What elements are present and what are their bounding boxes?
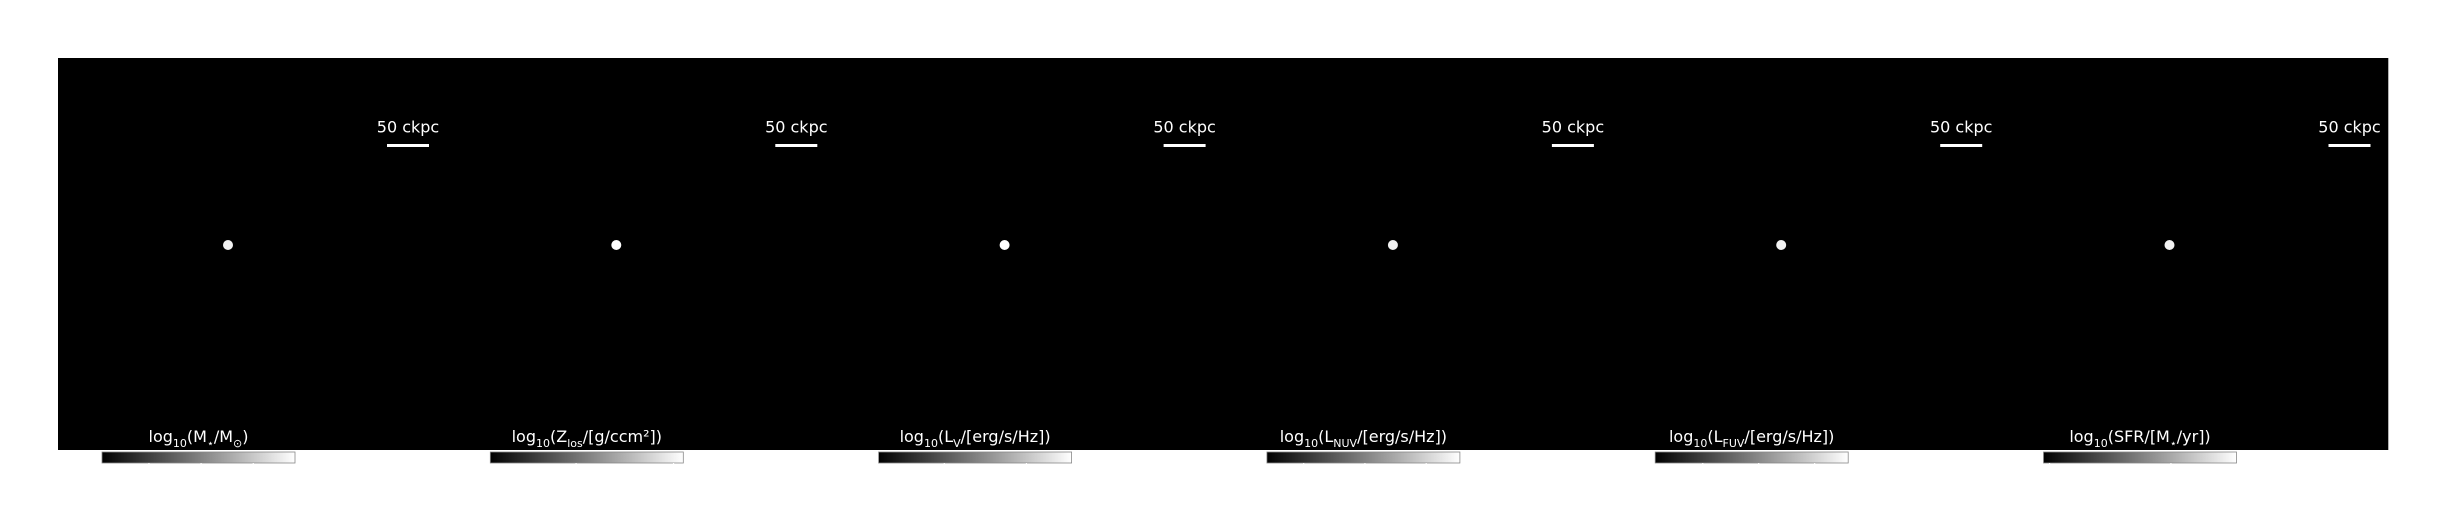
colorbar-label-part: log	[1280, 427, 1304, 446]
colorbar-label-part: NUV	[1333, 437, 1357, 450]
image-core	[999, 240, 1010, 250]
colorbar-tick-label: 25	[1293, 468, 1313, 487]
colorbar-label-part: log	[900, 427, 924, 446]
colorbar-tick-label: 26	[1355, 468, 1375, 487]
scalebar-label: 50 ckpc	[765, 118, 827, 137]
colorbar-label-part: 10	[1304, 437, 1318, 450]
panel: 50 ckpc log10(SFR/[M⋆/yr]) 2 4	[1999, 58, 2389, 487]
colorbar-label-part: (L	[1707, 427, 1722, 446]
colorbar-tick-label: 27	[1416, 468, 1436, 487]
colorbar-label-part: (SFR/[M	[2108, 427, 2170, 446]
colorbar-tick-label: 4	[2166, 468, 2176, 487]
colorbar-label-part: FUV	[1723, 437, 1745, 450]
image-core	[611, 240, 622, 250]
scalebar-label: 50 ckpc	[1930, 118, 1992, 137]
colorbar-label-part: /M	[214, 427, 233, 446]
colorbar-tick-label: 27	[1016, 468, 1036, 487]
colorbar-label-part: 10	[2094, 437, 2108, 450]
colorbar-label-part: los	[567, 437, 583, 450]
colorbar	[1266, 451, 1461, 464]
colorbar-label-part: ⋆	[2170, 437, 2177, 450]
panel: 50 ckpc log10(LNUV/[erg/s/Hz]) 25 26 27	[1222, 58, 1612, 487]
panel: 50 ckpc log10(LV/[erg/s/Hz]) 26 27	[834, 58, 1224, 487]
colorbar-label-part: (L	[1318, 427, 1333, 446]
colorbar	[101, 451, 296, 464]
colorbar-label-part: /[g/ccm²])	[583, 427, 662, 446]
scalebar	[1163, 144, 1206, 147]
colorbar-tick-label: 2	[2044, 468, 2054, 487]
image	[1690, 78, 1992, 428]
colorbar-label-part: 10	[1693, 437, 1707, 450]
colorbar-tick-label: 26	[934, 468, 954, 487]
colorbar-tick-label: 0	[668, 468, 678, 487]
colorbar-tick-label: 26	[1749, 468, 1769, 487]
colorbar-label-part: )	[242, 427, 248, 446]
colorbar-label-part: /[erg/s/Hz])	[1357, 427, 1447, 446]
colorbar-label-part: 10	[924, 437, 938, 450]
scalebar-label: 50 ckpc	[2318, 118, 2380, 137]
scalebar-label: 50 ckpc	[1542, 118, 1604, 137]
panel: 50 ckpc log10(M⋆/M⊙) 7 8 9	[58, 58, 447, 487]
image	[518, 78, 827, 428]
colorbar-label: log10(LNUV/[erg/s/Hz])	[1280, 427, 1447, 450]
scalebar	[387, 144, 429, 147]
colorbar-label-part: ⋆	[207, 437, 214, 450]
image-core	[1387, 240, 1398, 250]
colorbar	[878, 451, 1072, 464]
colorbar-label-part: log	[512, 427, 536, 446]
image	[148, 78, 438, 428]
colorbar-label-part: log	[2069, 427, 2093, 446]
colorbar	[2043, 451, 2237, 464]
panel: 50 ckpc log10(LFUV/[erg/s/Hz]) 25 26 27	[1611, 58, 2000, 487]
image-core	[2164, 240, 2175, 250]
scalebar	[775, 144, 818, 147]
colorbar-label-part: 10	[173, 437, 187, 450]
colorbar-tick-label: 7	[144, 468, 154, 487]
colorbar-label-part: (Z	[550, 427, 567, 446]
scalebar	[1940, 144, 1983, 147]
panel: 50 ckpc log10(Zlos/[g/ccm²]) -5 0	[446, 58, 836, 487]
colorbar-tick-label: 27	[1804, 468, 1824, 487]
colorbar-label-part: V	[953, 437, 961, 450]
image	[2089, 78, 2380, 428]
colorbar-label: log10(LV/[erg/s/Hz])	[900, 427, 1051, 450]
colorbar	[489, 451, 684, 464]
colorbar-label-part: log	[149, 427, 173, 446]
colorbar-label: log10(LFUV/[erg/s/Hz])	[1669, 427, 1834, 450]
colorbar-tick-label: 8	[196, 468, 206, 487]
colorbar-label: log10(M⋆/M⊙)	[149, 427, 249, 450]
scalebar	[1551, 144, 1594, 147]
scalebar	[2328, 144, 2371, 147]
colorbar-label: log10(Zlos/[g/ccm²])	[512, 427, 662, 450]
colorbar-tick-label: 25	[1693, 468, 1713, 487]
colorbar	[1654, 451, 1849, 464]
colorbar-label-part: /[erg/s/Hz])	[961, 427, 1051, 446]
colorbar-label-part: (L	[938, 427, 953, 446]
colorbar-label-part: (M	[187, 427, 207, 446]
colorbar-label-part: ⊙	[233, 437, 242, 450]
colorbar-tick-label: -5	[568, 468, 584, 487]
image-core	[1776, 240, 1787, 250]
colorbar-label-part: /yr])	[2177, 427, 2211, 446]
colorbar-label: log10(SFR/[M⋆/yr])	[2069, 427, 2210, 450]
colorbar-tick-label: 9	[248, 468, 258, 487]
image-core	[223, 240, 233, 250]
scalebar-label: 50 ckpc	[377, 118, 439, 137]
scalebar-label: 50 ckpc	[1153, 118, 1215, 137]
colorbar-label-part: log	[1669, 427, 1693, 446]
colorbar-label-part: /[erg/s/Hz])	[1744, 427, 1834, 446]
colorbar-label-part: 10	[536, 437, 550, 450]
